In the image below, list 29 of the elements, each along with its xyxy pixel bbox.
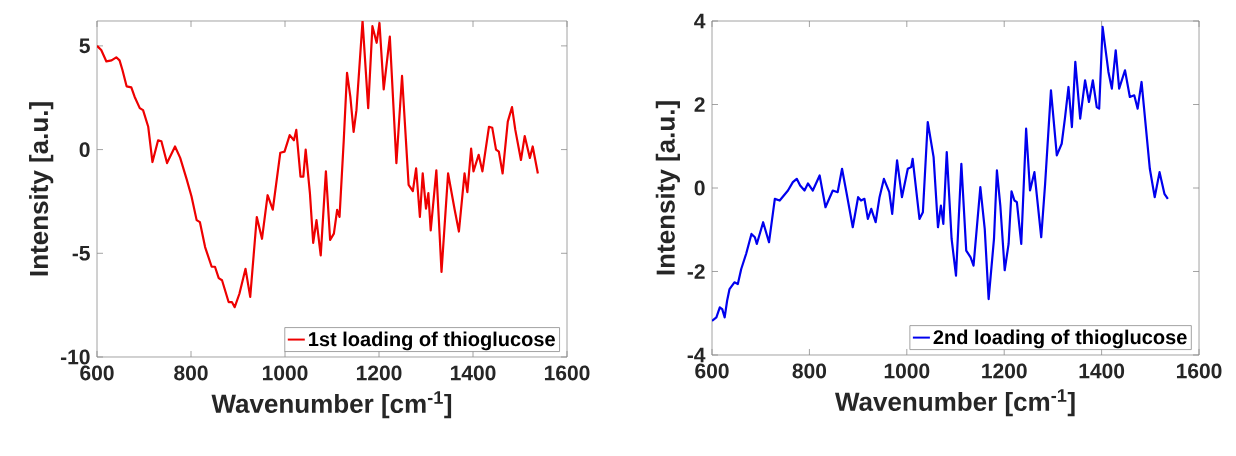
y-tick-label: 0	[79, 142, 90, 158]
x-tick-label: 1600	[1176, 363, 1222, 379]
x-tick-label: 1000	[884, 363, 930, 379]
y-axis-title: Intensity [a.u.]	[655, 101, 680, 275]
x-tick-label: 1200	[356, 365, 402, 381]
y-tick-label: 5	[79, 38, 90, 54]
line-series	[97, 21, 539, 309]
x-tick-label: 1000	[262, 365, 308, 381]
x-tick-label: 800	[792, 363, 827, 379]
y-tick-label: 0	[694, 180, 705, 196]
x-tick-label: 600	[80, 365, 114, 381]
x-tick-label: 1600	[544, 365, 590, 381]
x-axis-title: Wavenumber [cm$^{-1}$]	[834, 389, 1075, 417]
x-tick-label: 1400	[1079, 363, 1125, 379]
x-tick-label: 800	[174, 365, 208, 381]
y-tick-label: 2	[694, 97, 705, 112]
x-tick-label: 600	[695, 363, 729, 379]
x-tick-label: 1400	[450, 365, 496, 381]
legend-label: 2nd loading of thioglucose	[933, 329, 1187, 349]
y-tick-label: -4	[687, 347, 706, 363]
y-tick-label: -10	[60, 349, 90, 365]
y-tick-label: -5	[72, 245, 90, 261]
x-tick-label: 1200	[982, 363, 1027, 379]
x-axis-title: Wavenumber [cm$^{-1}$]	[211, 391, 452, 419]
y-axis-title: Intensity [a.u.]	[29, 102, 54, 276]
line-series	[712, 25, 1169, 322]
y-tick-label: -2	[687, 264, 705, 279]
y-tick-label: 4	[694, 13, 706, 29]
legend-label: 1st loading of thioglucose	[309, 331, 555, 351]
